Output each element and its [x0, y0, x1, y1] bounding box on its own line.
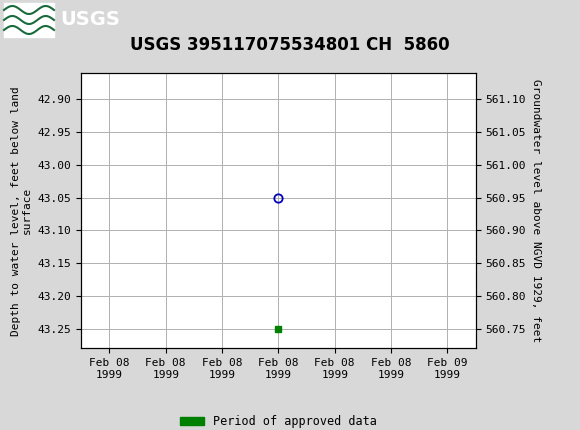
Y-axis label: Depth to water level, feet below land
surface: Depth to water level, feet below land su…: [10, 86, 32, 335]
Bar: [4, 3, 54, 37]
Text: USGS: USGS: [60, 10, 120, 30]
Text: USGS 395117075534801 CH  5860: USGS 395117075534801 CH 5860: [130, 36, 450, 54]
Y-axis label: Groundwater level above NGVD 1929, feet: Groundwater level above NGVD 1929, feet: [531, 79, 541, 342]
Legend: Period of approved data: Period of approved data: [175, 411, 382, 430]
